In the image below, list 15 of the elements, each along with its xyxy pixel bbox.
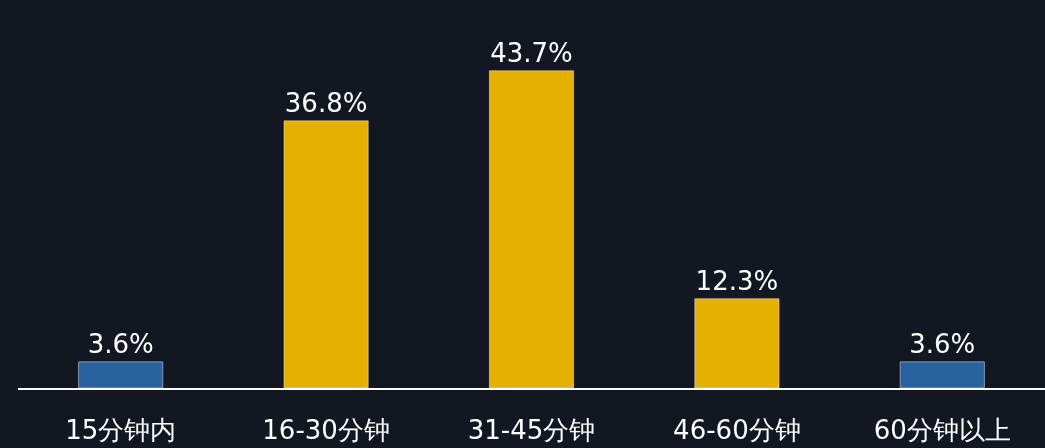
data-label: 43.7% xyxy=(490,37,573,68)
data-label: 3.6% xyxy=(909,328,976,359)
bar xyxy=(78,361,164,388)
bar xyxy=(694,298,780,388)
x-tick-label: 60分钟以上 xyxy=(873,415,1011,446)
x-tick-label: 16-30分钟 xyxy=(262,415,390,446)
bar xyxy=(899,361,985,388)
data-label: 36.8% xyxy=(284,87,368,118)
bar xyxy=(489,70,574,388)
x-tick-label: 15分钟内 xyxy=(65,415,177,446)
x-tick-label: 46-60分钟 xyxy=(673,415,801,446)
data-label: 3.6% xyxy=(87,328,154,359)
x-tick-label: 31-45分钟 xyxy=(467,415,596,446)
data-label: 12.3% xyxy=(695,265,779,296)
bar xyxy=(283,120,369,388)
